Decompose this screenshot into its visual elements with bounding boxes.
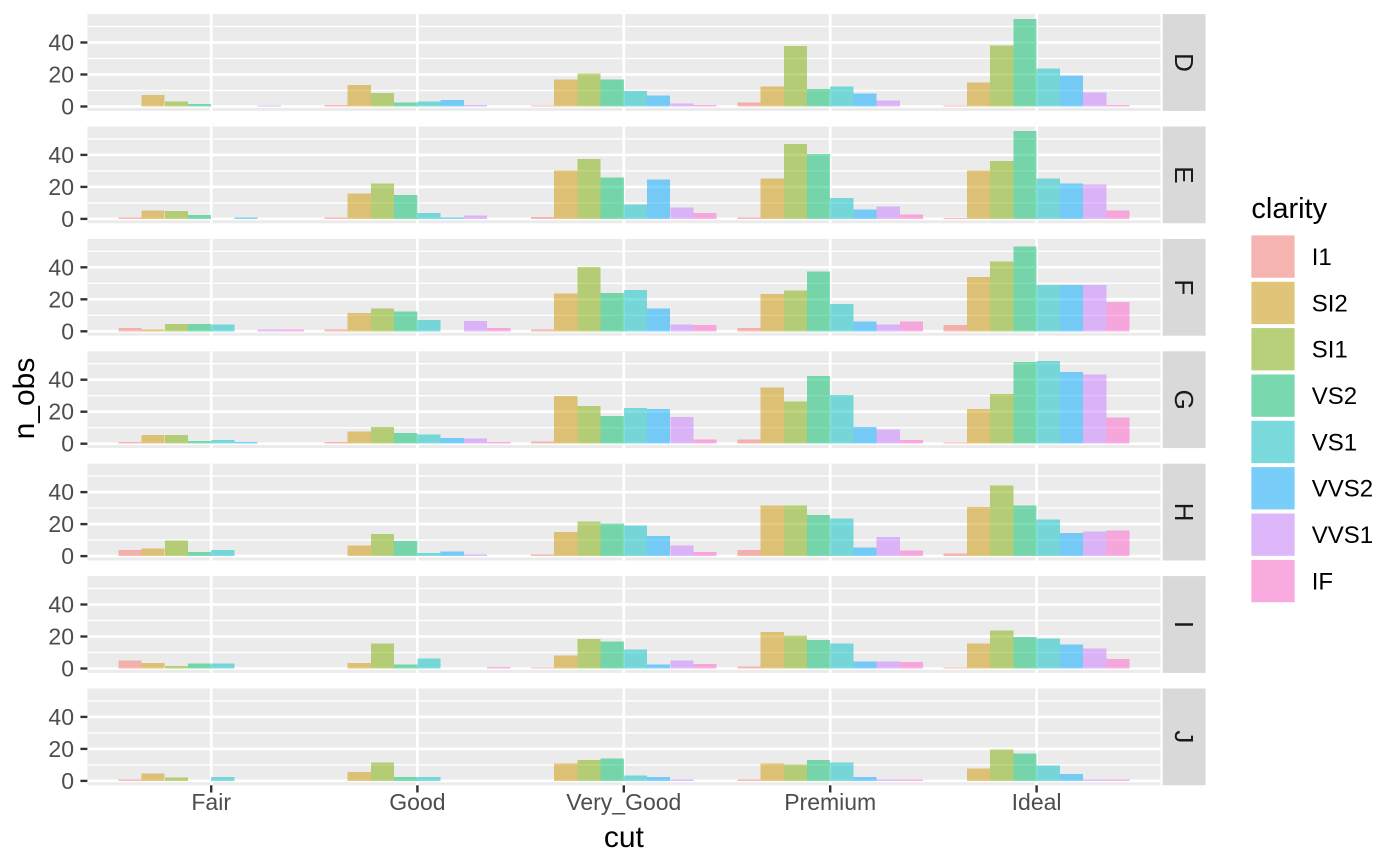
svg-text:0: 0 <box>61 543 74 569</box>
svg-text:VVS2: VVS2 <box>1312 476 1373 503</box>
svg-text:SI1: SI1 <box>1312 337 1348 364</box>
svg-text:G: G <box>1169 390 1199 410</box>
svg-text:Premium: Premium <box>784 789 876 815</box>
svg-text:H: H <box>1169 503 1199 522</box>
svg-text:40: 40 <box>48 30 74 56</box>
svg-text:IF: IF <box>1312 568 1333 595</box>
svg-text:SI2: SI2 <box>1312 290 1348 317</box>
svg-text:E: E <box>1169 166 1199 183</box>
svg-text:VS1: VS1 <box>1312 429 1357 456</box>
svg-text:20: 20 <box>48 736 74 762</box>
svg-text:20: 20 <box>48 511 74 537</box>
svg-text:20: 20 <box>48 624 74 650</box>
svg-text:20: 20 <box>48 62 74 88</box>
svg-text:Good: Good <box>389 789 445 815</box>
svg-text:J: J <box>1169 730 1199 743</box>
svg-text:0: 0 <box>61 431 74 457</box>
svg-text:Fair: Fair <box>191 789 231 815</box>
svg-text:n_obs: n_obs <box>8 358 41 440</box>
svg-text:Ideal: Ideal <box>1012 789 1062 815</box>
svg-text:40: 40 <box>48 254 74 280</box>
svg-text:40: 40 <box>48 592 74 618</box>
svg-text:0: 0 <box>61 768 74 794</box>
svg-text:40: 40 <box>48 142 74 168</box>
svg-text:0: 0 <box>61 94 74 120</box>
svg-text:0: 0 <box>61 206 74 232</box>
svg-text:Very_Good: Very_Good <box>566 789 681 815</box>
svg-text:20: 20 <box>48 286 74 312</box>
svg-text:cut: cut <box>604 821 645 854</box>
svg-text:40: 40 <box>48 367 74 393</box>
svg-text:40: 40 <box>48 479 74 505</box>
svg-text:20: 20 <box>48 399 74 425</box>
svg-text:clarity: clarity <box>1251 193 1327 225</box>
svg-text:F: F <box>1169 279 1199 295</box>
svg-text:20: 20 <box>48 174 74 200</box>
svg-text:VS2: VS2 <box>1312 383 1357 410</box>
svg-text:I: I <box>1169 621 1199 628</box>
svg-text:VVS1: VVS1 <box>1312 522 1373 549</box>
svg-text:0: 0 <box>61 656 74 682</box>
svg-text:D: D <box>1169 53 1199 72</box>
svg-text:40: 40 <box>48 704 74 730</box>
svg-text:I1: I1 <box>1312 244 1332 271</box>
svg-text:0: 0 <box>61 318 74 344</box>
